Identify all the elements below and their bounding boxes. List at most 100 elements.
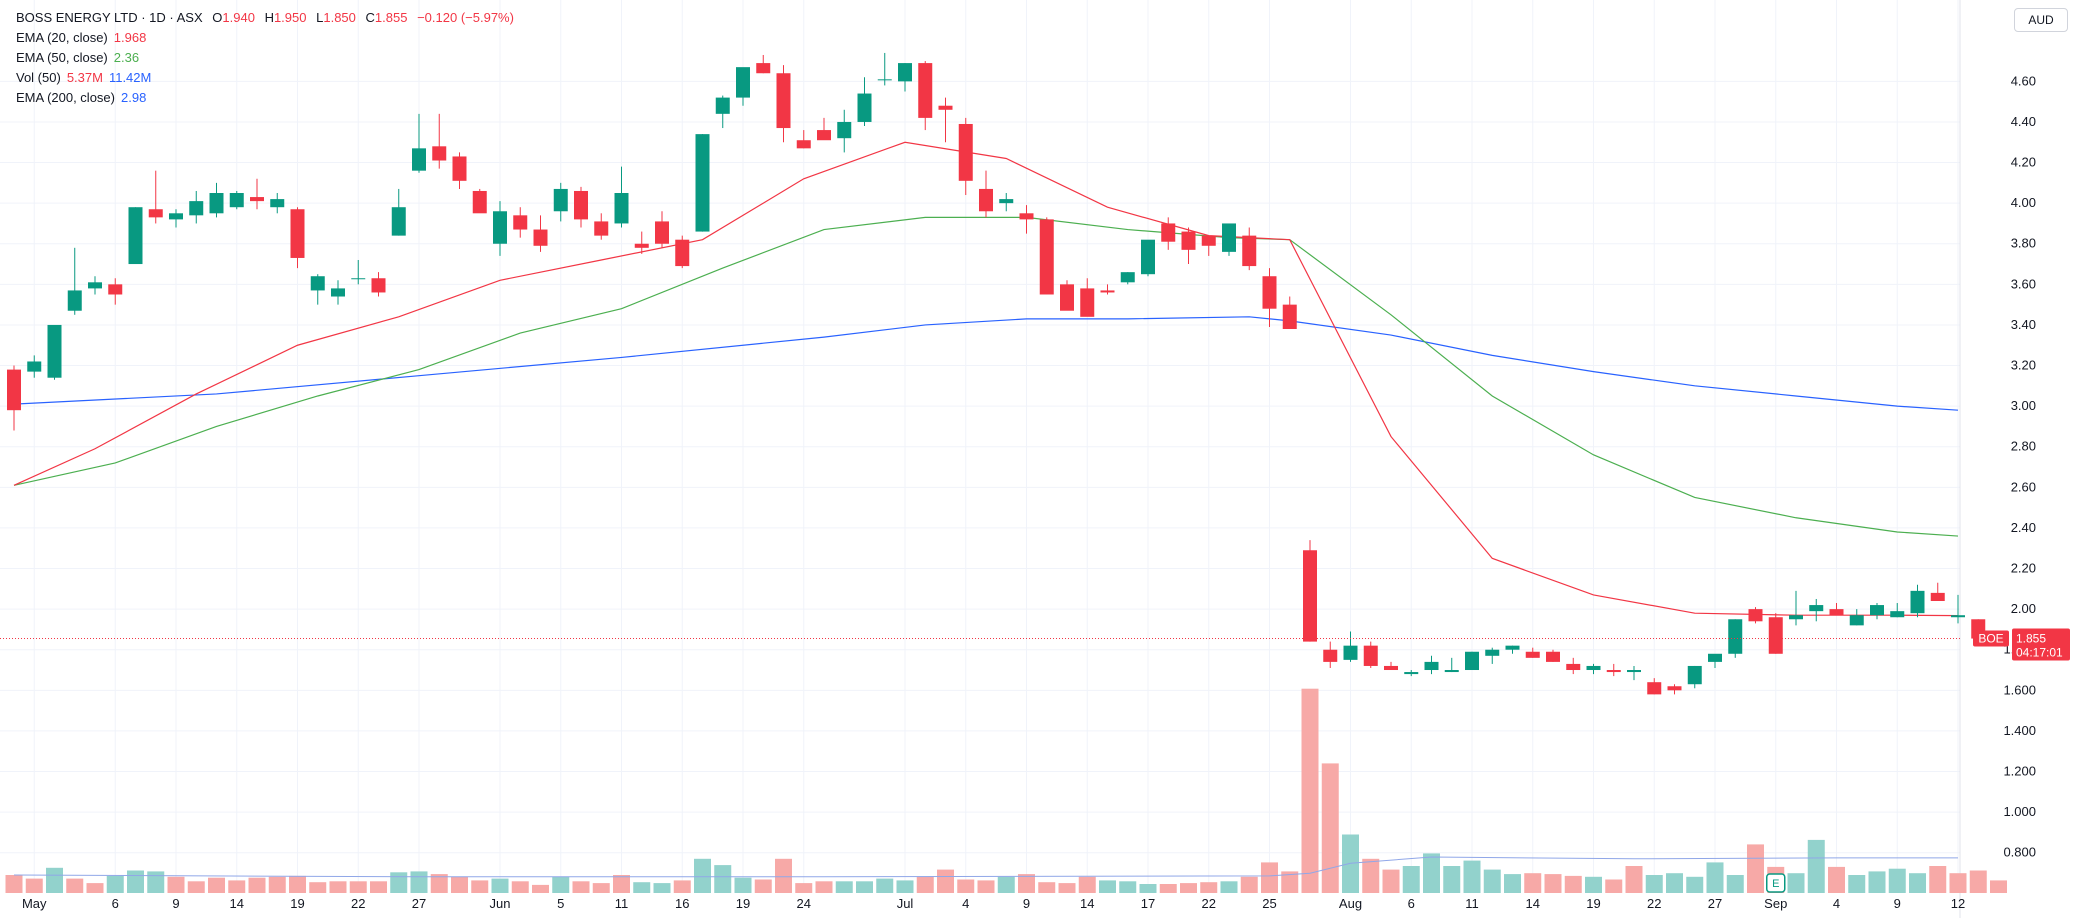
candle-body [452, 156, 467, 181]
volume-bar [1666, 873, 1683, 893]
time-tick-label: 14 [230, 896, 244, 911]
time-tick-label: 16 [675, 896, 689, 911]
time-axis[interactable]: May 6 9 14 19 22 27 Jun 5 11 16 19 24 Jul 4 9 14 17 22 25 Au… [22, 896, 1965, 911]
candle [1728, 619, 1743, 658]
candles [7, 52, 1986, 695]
candle [351, 259, 366, 285]
volume-bar [714, 865, 732, 893]
candle-body [1627, 670, 1641, 673]
candle [47, 324, 62, 380]
candle-body [432, 146, 447, 161]
volume-bar [1099, 880, 1116, 893]
candle [229, 190, 244, 210]
volume-bar [46, 867, 63, 893]
candle-body [979, 188, 993, 212]
candle [594, 213, 609, 240]
candle-body [1080, 288, 1095, 317]
ema200-line [13, 316, 1959, 411]
volume-bar [1200, 882, 1218, 893]
candle [655, 211, 669, 248]
candle-body [1728, 619, 1743, 654]
candle-body [1161, 223, 1176, 242]
candle-body [938, 105, 953, 110]
volume-bar [572, 881, 590, 893]
candle [1667, 684, 1682, 695]
candle-body [391, 207, 406, 236]
earnings-icon-box [1766, 873, 1786, 893]
candle-body [1465, 651, 1479, 671]
candle [412, 113, 426, 173]
legend-volume[interactable]: Vol (50) 5.37M 11.42M [16, 70, 152, 85]
candle [1141, 239, 1155, 277]
time-tick-label: 19 [290, 896, 304, 911]
candle [736, 67, 750, 106]
volume-bar [1909, 873, 1926, 893]
candle [128, 207, 143, 265]
volume-bar [1544, 874, 1562, 893]
volume-bar [1807, 839, 1825, 893]
candle-body [412, 148, 426, 171]
volume-bar [856, 881, 873, 893]
volume-bar [349, 881, 367, 893]
candle-body [1323, 649, 1338, 662]
candle-body [1444, 670, 1459, 673]
time-tick-label: 11 [615, 896, 629, 911]
volume-bar [1139, 884, 1157, 893]
legend-high: 1.950 [273, 10, 307, 25]
candle-body [695, 134, 710, 232]
volume-bar [1929, 866, 1947, 893]
candle [918, 61, 933, 131]
volume-bar [532, 884, 549, 893]
candle-body [1201, 235, 1216, 246]
candle-body [1485, 649, 1500, 656]
countdown-value: 04:17:01 [2016, 646, 2063, 660]
candle [979, 170, 993, 218]
candle [1647, 678, 1662, 695]
price-tick-label: 4.20 [2011, 155, 2036, 170]
time-tick-label: 9 [1023, 896, 1030, 911]
price-axis[interactable]: 4.60 4.40 4.20 4.00 3.80 3.60 3.40 3.20 3.00 2.80… [2003, 73, 2036, 859]
legend-ema20[interactable]: EMA (20, close) 1.968 [16, 30, 147, 45]
volume-bar [1443, 866, 1461, 893]
candle [1829, 603, 1844, 616]
legend-ema50[interactable]: EMA (50, close) 2.36 [16, 50, 140, 65]
legend-ema200[interactable]: EMA (200, close) 2.98 [16, 90, 147, 105]
candle [1870, 603, 1884, 620]
candle-body [1262, 276, 1277, 309]
ticker-tag [1973, 630, 2009, 647]
candle [1100, 284, 1115, 295]
time-tick-label: 24 [797, 896, 811, 911]
volume-bar [451, 876, 468, 893]
time-tick-label: 17 [1141, 896, 1155, 911]
candle [1363, 641, 1378, 668]
volume-bar [1362, 858, 1380, 893]
time-tick-label: 11 [1465, 896, 1479, 911]
volume-bar [167, 876, 185, 893]
candle-body [1181, 231, 1196, 250]
time-tick-label: Aug [1339, 896, 1362, 911]
candle-body [1120, 272, 1135, 283]
candle [776, 65, 791, 143]
candle-body [1809, 605, 1824, 612]
candle-body [756, 63, 771, 74]
volume-bar [775, 858, 792, 893]
grid [0, 0, 1961, 918]
candle-body [351, 278, 366, 280]
candle-body [817, 130, 831, 141]
candle-body [513, 215, 528, 230]
volume-bar [1281, 871, 1299, 893]
price-tick-label: 1.400 [2003, 723, 2036, 738]
volume-bar [1504, 874, 1521, 893]
candle [1890, 603, 1905, 618]
candle-body [1384, 665, 1398, 671]
candle-body [67, 290, 82, 311]
volume-bar [592, 883, 610, 893]
currency-button[interactable]: AUD [2014, 8, 2068, 32]
candle-body [472, 190, 487, 214]
candle-body [1748, 609, 1763, 622]
time-tick-label: 12 [1951, 896, 1965, 911]
volume-bar [815, 881, 833, 893]
candle [877, 52, 892, 86]
price-tick-label: 2.40 [2011, 520, 2036, 535]
